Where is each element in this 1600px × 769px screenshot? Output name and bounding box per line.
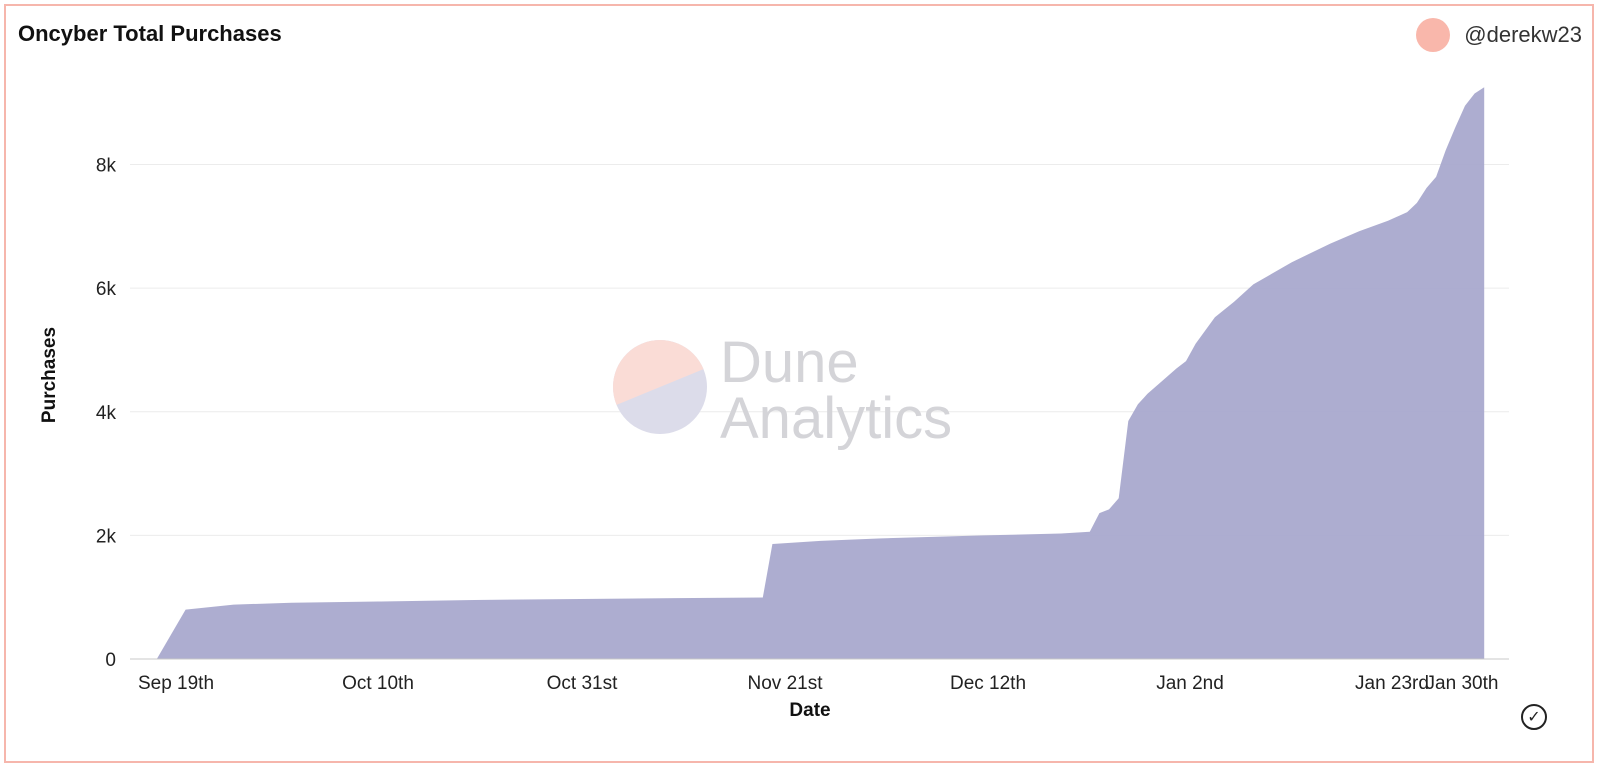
y-tick-label: 8k [96,156,117,177]
y-tick-label: 6k [96,279,117,300]
y-tick-label: 4k [96,403,117,424]
y-tick-label: 0 [105,650,116,671]
x-tick-label: Jan 23rd [1355,673,1429,694]
avatar [1416,18,1451,52]
author-badge[interactable]: @derekw23 [1416,18,1582,52]
y-tick-label: 2k [96,526,117,547]
x-tick-label: Jan 2nd [1156,673,1224,694]
check-circle-icon[interactable]: ✓ [1521,704,1547,730]
purchases-area-series[interactable] [156,87,1485,660]
chart-title: Oncyber Total Purchases [18,21,282,46]
watermark-analytics: Analytics [720,386,952,451]
x-tick-label: Sep 19th [138,673,214,694]
x-tick-label: Oct 31st [547,673,618,694]
dune-logo-top-half [613,340,704,405]
watermark-dune: Dune [720,330,859,395]
y-axis-label: Purchases [39,327,60,423]
dune-watermark: Dune Analytics [613,330,952,451]
x-axis-label: Date [789,700,830,721]
y-tick-labels: 0 2k 4k 6k 8k [96,156,117,671]
x-tick-label: Jan 30th [1426,673,1499,694]
x-tick-label: Oct 10th [342,673,414,694]
x-tick-label: Nov 21st [748,673,824,694]
author-name: @derekw23 [1464,22,1582,47]
x-tick-label: Dec 12th [950,673,1026,694]
x-tick-labels: Sep 19th Oct 10th Oct 31st Nov 21st Dec 12th… [138,673,1498,694]
